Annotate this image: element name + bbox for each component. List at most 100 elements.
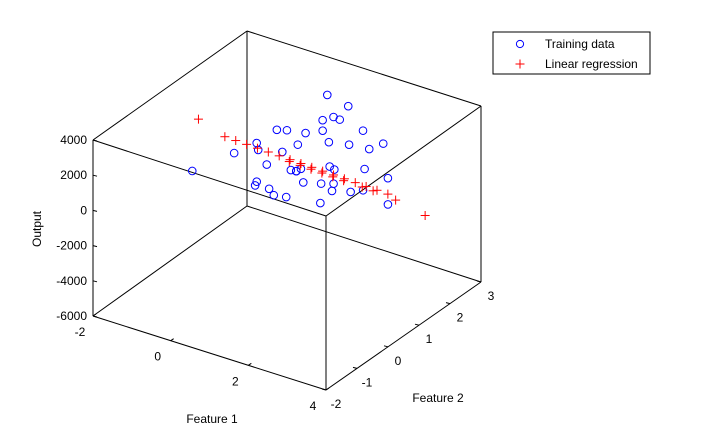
- x-tick: [248, 362, 252, 366]
- training-data-point: [318, 126, 327, 135]
- z-tick-label: 0: [80, 203, 87, 217]
- training-data-point: [187, 166, 197, 176]
- training-data-point: [325, 162, 334, 171]
- y-tick: [383, 345, 389, 348]
- regression-point: [328, 172, 338, 182]
- training-data-point: [360, 164, 369, 174]
- regression-point: [368, 186, 378, 196]
- regression-point: [372, 185, 382, 195]
- training-data-point: [316, 198, 325, 208]
- training-data-point: [324, 137, 334, 147]
- data-points: [187, 90, 430, 220]
- training-data-point: [329, 179, 338, 188]
- legend-box: [492, 31, 651, 75]
- x-tick: [325, 387, 330, 391]
- regression-point: [285, 155, 295, 165]
- x-axis-label: Feature 1: [186, 412, 238, 426]
- training-data-point: [272, 125, 282, 135]
- regression-point: [296, 158, 306, 168]
- training-data-point: [281, 192, 291, 202]
- x-tick-label: 4: [310, 399, 317, 413]
- z-tick-label: -4000: [56, 274, 87, 288]
- regression-point: [193, 114, 203, 124]
- training-data-point: [318, 115, 327, 125]
- x-tick-label: -2: [75, 325, 86, 339]
- x-tick-label: 0: [154, 350, 161, 364]
- y-tick: [321, 388, 327, 391]
- training-data-point: [298, 178, 308, 187]
- regression-point: [357, 182, 367, 192]
- regression-point: [318, 166, 328, 176]
- training-data-point: [383, 173, 393, 183]
- training-data-point: [335, 115, 345, 124]
- regression-point: [329, 170, 339, 180]
- z-tick-label: 2000: [60, 168, 87, 182]
- box-edge: [92, 315, 327, 391]
- legend: Training data Linear regression: [492, 31, 651, 75]
- regression-point: [361, 181, 371, 191]
- y-tick-label: 0: [395, 354, 402, 368]
- z-tick: [92, 315, 98, 318]
- regression-point: [295, 160, 305, 170]
- z-tick-label: -6000: [56, 309, 87, 323]
- x-tick: [170, 338, 174, 342]
- box-edge: [246, 30, 482, 107]
- training-data-point: [344, 140, 354, 150]
- training-data-point: [229, 148, 239, 158]
- z-axis-label: Output: [30, 210, 44, 247]
- z-tick-label: -2000: [56, 239, 87, 253]
- training-data-point: [330, 165, 339, 174]
- z-tick: [92, 139, 98, 142]
- training-data-point: [252, 138, 261, 148]
- training-data-point: [262, 160, 272, 169]
- y-tick: [352, 366, 358, 369]
- regression-point: [339, 174, 349, 184]
- regression-point: [391, 195, 401, 205]
- training-data-point: [323, 90, 332, 100]
- z-tick: [92, 209, 98, 212]
- axis-tick-labels: -2 0 2 4 -2 -1 0 1 2 3 -6000 -4000 -2000 0 2000 4000: [56, 133, 494, 413]
- regression-point: [231, 136, 241, 146]
- axes-box: [92, 30, 482, 391]
- regression-point: [242, 139, 252, 149]
- axis-ticks: [92, 139, 482, 391]
- training-data-point: [282, 125, 292, 135]
- regression-point: [284, 157, 294, 167]
- y-tick-label: 2: [457, 311, 464, 325]
- box-edge: [325, 281, 482, 391]
- training-data-point: [346, 187, 355, 197]
- training-data-point: [250, 181, 260, 190]
- z-tick: [92, 174, 98, 177]
- legend-label-regression: Linear regression: [545, 57, 638, 71]
- legend-label-training: Training data: [545, 37, 615, 51]
- regression-point: [317, 168, 327, 178]
- regression-point: [307, 162, 317, 172]
- x-tick-label: 2: [232, 374, 239, 388]
- y-tick-label: 3: [488, 289, 495, 303]
- regression-point: [339, 176, 349, 186]
- y-tick: [414, 323, 420, 326]
- box-edge: [92, 205, 248, 317]
- training-data-point: [343, 101, 353, 111]
- box-edge: [92, 139, 327, 217]
- z-tick: [92, 280, 98, 283]
- regression-point: [350, 178, 360, 188]
- training-data-point: [269, 190, 279, 200]
- y-axis-label: Feature 2: [412, 391, 464, 405]
- training-data-point: [364, 144, 374, 154]
- y-tick: [445, 302, 451, 305]
- training-data-point: [293, 140, 303, 149]
- training-data-point: [301, 128, 310, 138]
- box-edge: [246, 205, 482, 283]
- regression-point: [220, 132, 230, 142]
- box-edge: [325, 105, 482, 217]
- regression-point: [306, 164, 316, 174]
- regression-point: [420, 210, 430, 220]
- y-tick-label: -1: [362, 375, 373, 389]
- regression-point: [274, 151, 284, 161]
- training-data-point: [327, 186, 337, 196]
- y-tick-label: -2: [331, 397, 342, 411]
- training-data-point: [252, 177, 262, 186]
- z-tick-label: 4000: [60, 133, 87, 147]
